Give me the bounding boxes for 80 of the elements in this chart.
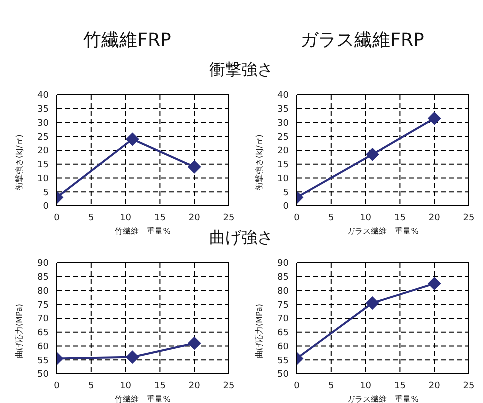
y-tick-label: 15 — [278, 160, 289, 171]
point — [428, 277, 442, 290]
x-tick-label: 15 — [394, 381, 406, 392]
y-tick-label: 25 — [278, 132, 289, 143]
y-tick-label: 55 — [278, 356, 289, 366]
x-tick-label: 20 — [428, 213, 441, 224]
y-tick-label: 80 — [38, 286, 50, 297]
y-tick-label: 60 — [38, 342, 50, 352]
y-tick-label: 15 — [38, 160, 49, 171]
x-tick-label: 10 — [120, 213, 132, 224]
x-tick-label: 5 — [328, 381, 334, 392]
x-tick-label: 10 — [120, 381, 132, 392]
y-axis-title: 衝撃強さ(kJ/㎡) — [14, 134, 24, 190]
x-tick-label: 0 — [294, 213, 300, 224]
y-tick-label: 90 — [278, 259, 290, 270]
y-tick-label: 70 — [38, 314, 50, 325]
y-tick-label: 40 — [38, 91, 50, 102]
x-tick-label: 20 — [188, 381, 201, 392]
x-tick-label: 0 — [54, 381, 60, 392]
x-axis-title: ガラス繊維 重量% — [347, 227, 420, 236]
y-tick-label: 85 — [278, 273, 289, 284]
y-tick-label: 80 — [278, 286, 290, 297]
y-tick-label: 50 — [278, 370, 290, 380]
point — [428, 112, 442, 126]
y-axis-title: 衝撃強さ(kJ/㎡) — [254, 134, 264, 190]
x-tick-label: 5 — [88, 381, 94, 392]
x-tick-label: 15 — [394, 213, 406, 224]
y-tick-label: 30 — [38, 118, 50, 129]
x-tick-label: 15 — [154, 213, 166, 224]
y-tick-label: 20 — [38, 146, 50, 157]
y-tick-label: 70 — [278, 314, 290, 325]
point — [188, 336, 202, 350]
y-tick-label: 10 — [38, 174, 50, 184]
point — [126, 350, 140, 364]
y-tick-label: 75 — [278, 300, 289, 311]
y-tick-label: 65 — [278, 328, 289, 339]
y-tick-label: 85 — [38, 273, 49, 284]
y-tick-label: 40 — [278, 91, 290, 102]
chart-title: ガラス繊維FRP — [300, 29, 426, 52]
y-tick-label: 10 — [278, 174, 290, 184]
x-tick-label: 25 — [463, 213, 475, 224]
x-tick-label: 25 — [463, 381, 475, 392]
x-axis-title: 竹繊維 重量% — [115, 395, 172, 403]
point — [366, 296, 380, 310]
x-tick-label: 15 — [154, 381, 166, 392]
y-tick-label: 75 — [38, 300, 49, 311]
x-tick-label: 5 — [328, 213, 334, 224]
x-tick-label: 20 — [428, 381, 441, 392]
x-tick-label: 10 — [360, 213, 372, 224]
x-tick-label: 25 — [223, 213, 235, 224]
y-tick-label: 5 — [43, 188, 49, 198]
y-tick-label: 60 — [278, 342, 290, 352]
x-tick-label: 20 — [188, 213, 201, 224]
y-tick-label: 55 — [38, 356, 49, 366]
chart-subtitle: 衝撃強さ — [208, 60, 274, 81]
y-tick-label: 25 — [38, 132, 49, 143]
x-tick-label: 0 — [54, 213, 60, 224]
y-tick-label: 20 — [278, 146, 290, 157]
point — [126, 132, 140, 146]
y-tick-label: 50 — [38, 370, 50, 380]
y-tick-label: 30 — [278, 118, 290, 129]
point — [366, 148, 380, 162]
y-axis-title: 曲げ応力(MPa) — [14, 304, 24, 358]
x-tick-label: 25 — [223, 381, 235, 392]
y-tick-label: 0 — [43, 202, 50, 212]
x-tick-label: 5 — [88, 213, 94, 224]
x-tick-label: 0 — [294, 381, 300, 392]
y-tick-label: 0 — [283, 202, 290, 212]
chart-subtitle: 曲げ強さ — [210, 228, 274, 247]
y-tick-label: 35 — [38, 105, 49, 116]
y-axis-title: 曲げ応力(MPa) — [254, 304, 264, 358]
y-tick-label: 35 — [278, 105, 289, 116]
x-tick-label: 10 — [360, 381, 372, 392]
y-tick-label: 90 — [38, 259, 50, 270]
y-tick-label: 65 — [38, 328, 49, 339]
point — [188, 160, 202, 174]
x-axis-title: ガラス繊維 重量% — [347, 395, 420, 403]
y-tick-label: 5 — [283, 188, 289, 198]
chart-title: 竹繊維FRP — [82, 29, 172, 52]
x-axis-title: 竹繊維 重量% — [115, 227, 172, 236]
